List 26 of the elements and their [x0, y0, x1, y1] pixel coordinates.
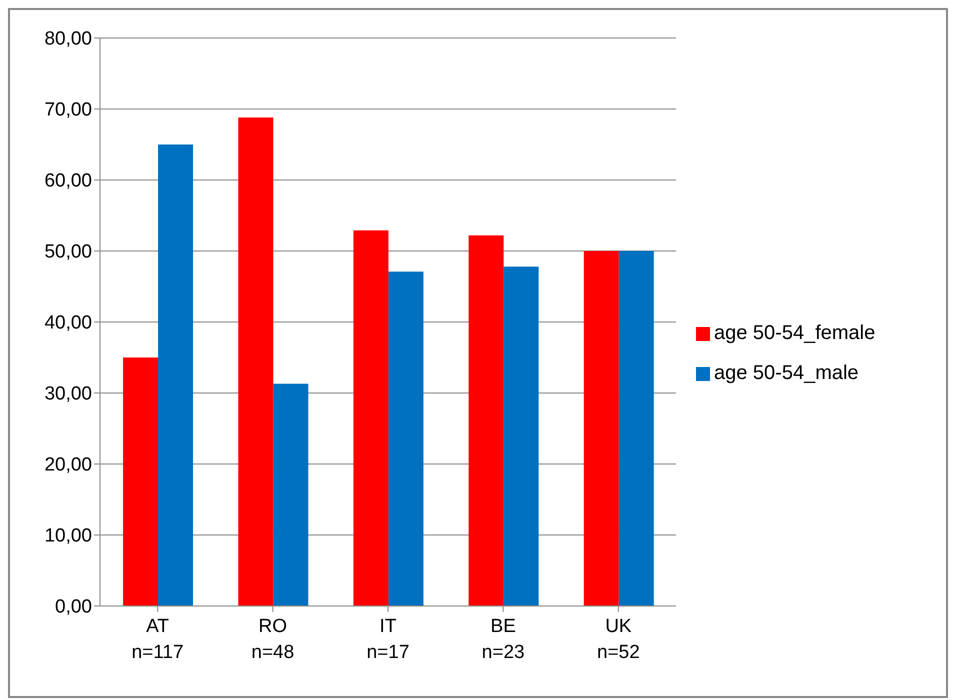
y-tick-label: 70,00 — [44, 100, 92, 121]
x-tick-label: UK n=52 — [597, 616, 640, 663]
x-tick-label: IT n=17 — [366, 616, 410, 663]
x-tick-label: AT n=117 — [132, 616, 184, 663]
bar — [504, 266, 539, 606]
bar — [468, 235, 504, 606]
bar — [388, 272, 424, 606]
y-tick-label: 60,00 — [44, 170, 92, 192]
x-tick-label: RO n=48 — [251, 616, 294, 663]
bar — [273, 384, 308, 606]
bar — [584, 251, 619, 606]
y-tick-label: 10,00 — [44, 526, 92, 547]
legend-label: age 50-54_female — [714, 322, 876, 344]
y-tick-label: 50,00 — [44, 242, 92, 263]
x-tick-label: BE n=23 — [482, 616, 525, 663]
bar — [158, 144, 194, 606]
bar — [353, 230, 388, 606]
bar — [123, 358, 158, 606]
y-tick-label: 20,00 — [44, 454, 92, 476]
y-tick-label: 80,00 — [44, 28, 92, 50]
legend-label: age 50-54_male — [714, 362, 859, 384]
y-tick-label: 0,00 — [55, 596, 92, 618]
y-tick-label: 40,00 — [44, 312, 92, 334]
bar — [238, 118, 274, 606]
bar — [618, 251, 654, 606]
y-tick-label: 30,00 — [44, 384, 92, 405]
